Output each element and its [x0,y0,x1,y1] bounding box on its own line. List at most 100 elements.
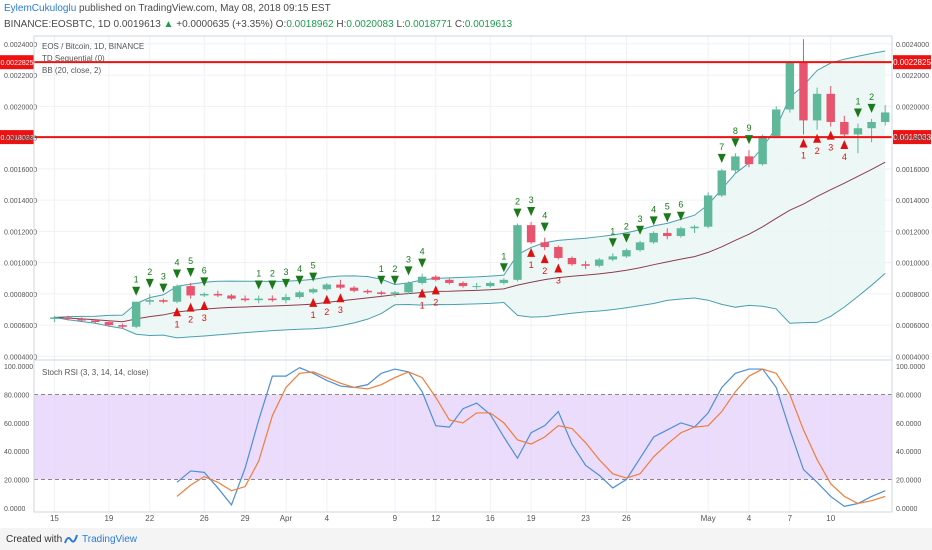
td-sell-count: 3 [406,254,411,264]
td-sell-arrow [717,153,726,163]
candle-body [404,282,413,293]
x-tick: 22 [145,514,154,523]
y-tick-left: 0.0006000 [4,323,37,330]
td-sell-count: 3 [161,272,166,282]
candle-body [622,250,631,257]
bollinger-lower [54,273,886,339]
td-buy-count: 2 [815,146,820,156]
candle-body [349,287,359,291]
td-sell-arrow [186,267,195,277]
x-tick: 10 [826,514,835,523]
td-sell-arrow [636,225,645,235]
price-level-tag [893,130,931,145]
change-value: +0.0000635 (+3.35%) [176,19,273,30]
stoch-tick-left: 80.0000 [4,393,29,400]
candle-body [145,300,154,302]
td-sell-arrow [418,258,427,268]
price-level-tag-left [0,55,34,70]
y-tick-left: 0.0020000 [4,104,37,111]
td-sell-arrow [145,278,154,288]
td-buy-count: 1 [311,310,316,320]
stoch-tick-left: 40.0000 [4,449,29,456]
y-tick-right: 0.0024000 [896,42,929,49]
candle-body [322,284,332,290]
candle-body [240,298,250,301]
stoch-tick-left: 60.0000 [4,421,29,428]
td-sell-arrow [200,277,209,287]
td-buy-arrow [540,254,549,264]
td-buy-arrow [418,288,427,298]
td-buy-arrow [799,138,808,148]
stoch-line-d [176,368,886,505]
y-tick-left: 0.0014000 [4,198,37,205]
y-tick-right: 0.0012000 [896,229,929,236]
candle-body [853,128,863,135]
candle-body [676,228,686,237]
candle-body [458,282,468,287]
author-link[interactable]: EylemCukuloglu [4,3,77,14]
candle-body [431,276,440,280]
legend-item: TD Sequential (0) [42,54,105,63]
td-sell-arrow [295,275,304,285]
high-value: 0.0020083 [346,19,394,30]
candle-body [703,195,713,227]
candle-body [799,62,808,121]
candle-body [826,93,835,122]
td-buy-count: 2 [542,266,547,276]
y-tick-right: 0.0016000 [896,167,929,174]
td-buy-arrow [826,130,835,140]
candle-body [200,293,209,296]
candle-body [731,156,740,171]
td-sell-arrow [254,280,263,290]
candle-body [390,292,400,294]
td-sell-count: 5 [188,256,193,266]
td-sell-count: 9 [746,123,751,133]
candle-body [486,282,495,287]
candle-body [131,301,141,327]
last-price: 0.0019613 [113,19,161,30]
td-sell-arrow [731,138,740,148]
low-value: 0.0018771 [404,19,453,30]
td-sell-arrow [390,275,399,285]
td-sell-count: 5 [665,201,670,211]
open-label: O: [275,19,287,30]
tradingview-link[interactable]: TradingView [82,534,138,545]
candle-body [772,109,781,137]
y-tick-right: 0.0004000 [896,354,929,361]
td-buy-arrow [554,263,563,273]
price-level-tag-left [0,130,34,145]
candle-body [608,256,618,260]
x-tick: 4 [325,514,330,523]
candle-body [744,156,754,165]
y-tick-right: 0.0010000 [896,261,929,268]
x-tick: 16 [486,514,495,523]
x-tick: 12 [431,514,440,523]
candle-body [880,112,890,122]
td-sell-arrow [527,207,536,217]
td-sell-arrow [853,108,862,118]
td-sell-count: 7 [719,142,724,152]
td-buy-count: 2 [324,307,329,317]
td-sell-arrow [132,286,141,296]
candle-body [77,318,86,321]
y-tick-left: 0.0012000 [4,229,37,236]
td-sell-count: 4 [174,258,179,268]
candle-body [91,320,100,323]
footer: Created with TradingView [0,528,932,550]
td-sell-count: 2 [869,92,874,102]
td-sell-count: 1 [134,275,139,285]
x-tick: 26 [622,514,631,523]
candle-body [186,286,195,296]
td-sell-count: 1 [256,268,261,278]
ohlc-line: BINANCE:EOSBTC, 1D 0.0019613 ▲ +0.000063… [4,19,512,30]
td-buy-count: 1 [174,319,179,329]
td-sell-count: 3 [283,267,288,277]
candle-body [581,264,590,266]
candle-body [377,292,386,294]
x-tick: 15 [50,514,59,523]
td-buy-count: 3 [202,313,207,323]
td-sell-arrow [540,222,549,232]
x-tick: 7 [788,514,793,523]
y-tick-right: 0.0014000 [896,198,929,205]
